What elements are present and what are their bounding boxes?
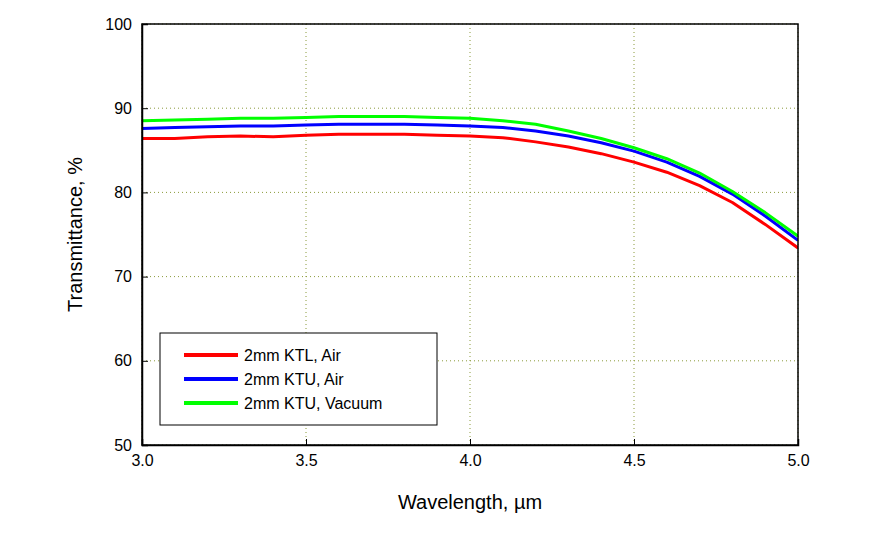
tick-label: 3.0 [131, 452, 153, 469]
tick-label: 80 [114, 184, 132, 201]
y-axis-title: Transmittance, % [64, 157, 86, 312]
tick-label: 5.0 [787, 452, 809, 469]
series-line [142, 134, 798, 248]
x-axis-title: Wavelength, µm [398, 491, 542, 513]
tick-mark [142, 192, 148, 193]
legend-label: 2mm KTL, Air [244, 347, 342, 364]
grid-line [634, 24, 635, 445]
tick-label: 4.0 [459, 452, 481, 469]
tick: 50 [114, 437, 148, 454]
grid-line [142, 108, 798, 109]
tick-label: 50 [114, 437, 132, 454]
plot: 3.0 3.5 4.0 4.5 5.0 50 60 70 80 90 100 2mm KTL, Air… [105, 16, 809, 470]
plot-frame [142, 24, 798, 445]
tick: 4.0 [459, 439, 481, 469]
legend-swatch [184, 377, 238, 381]
tick-mark [142, 445, 148, 446]
legend-label: 2mm KTU, Vacuum [244, 395, 382, 412]
tick: 4.5 [623, 439, 645, 469]
tick-label: 3.5 [295, 452, 317, 469]
tick-mark [306, 439, 307, 445]
grid-line [470, 24, 471, 445]
tick: 90 [114, 100, 148, 117]
legend-swatch [184, 353, 238, 357]
tick: 60 [114, 352, 148, 369]
tick-label: 100 [105, 16, 132, 33]
tick-mark [470, 439, 471, 445]
tick: 3.5 [295, 439, 317, 469]
tick-mark [142, 24, 148, 25]
grid [142, 24, 798, 445]
legend-box [160, 333, 437, 425]
tick: 5.0 [787, 439, 809, 469]
tick: 100 [105, 16, 148, 33]
tick-mark [798, 439, 799, 445]
grid-line [142, 276, 798, 277]
legend-label: 2mm KTU, Air [244, 371, 344, 388]
tick-mark [142, 108, 148, 109]
axis-line [143, 439, 799, 446]
series-line [142, 124, 798, 240]
tick-label: 60 [114, 352, 132, 369]
tick-label: 90 [114, 100, 132, 117]
x-axis: 3.0 3.5 4.0 4.5 5.0 [131, 439, 809, 469]
tick: 70 [114, 268, 148, 285]
axis-line [143, 25, 149, 446]
grid-line [142, 192, 798, 193]
tick-mark [142, 361, 148, 362]
series-group [142, 117, 798, 248]
tick-label: 4.5 [623, 452, 645, 469]
legend: 2mm KTL, Air 2mm KTU, Air 2mm KTU, Vacuum [160, 333, 437, 425]
y-axis: 50 60 70 80 90 100 [105, 16, 148, 454]
tick: 80 [114, 184, 148, 201]
chart: 3.0 3.5 4.0 4.5 5.0 50 60 70 80 90 100 2mm KTL, Air… [0, 0, 874, 543]
tick-mark [142, 277, 148, 278]
series-line [142, 117, 798, 237]
tick-mark [634, 439, 635, 445]
legend-swatch [184, 401, 238, 405]
tick-label: 70 [114, 268, 132, 285]
